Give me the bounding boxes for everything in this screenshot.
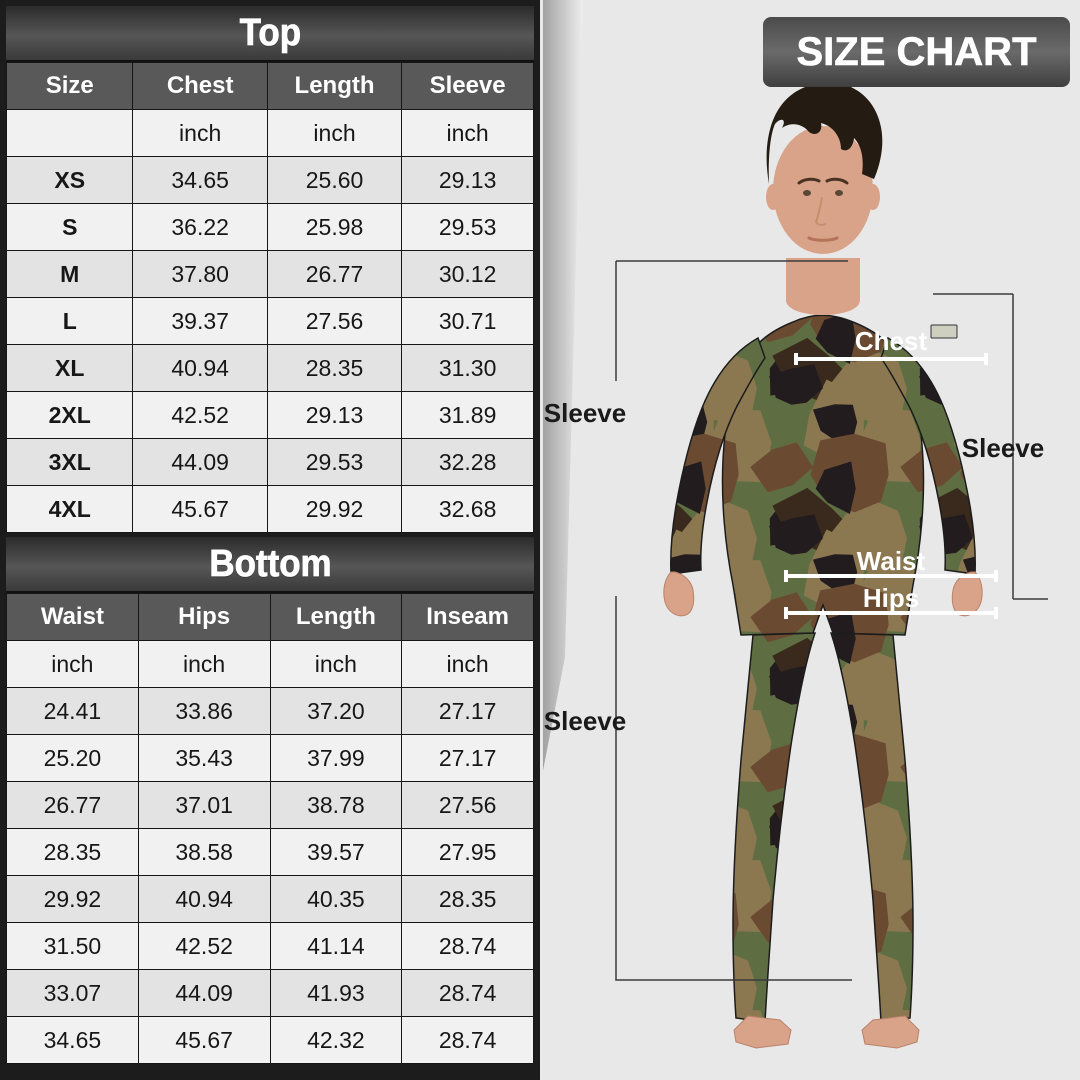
svg-text:Sleeve: Sleeve	[544, 398, 626, 428]
svg-text:Sleeve: Sleeve	[544, 706, 626, 736]
svg-text:Chest: Chest	[855, 326, 928, 356]
svg-text:Sleeve: Sleeve	[962, 433, 1044, 463]
svg-text:Hips: Hips	[863, 583, 919, 613]
svg-text:Waist: Waist	[857, 546, 926, 576]
